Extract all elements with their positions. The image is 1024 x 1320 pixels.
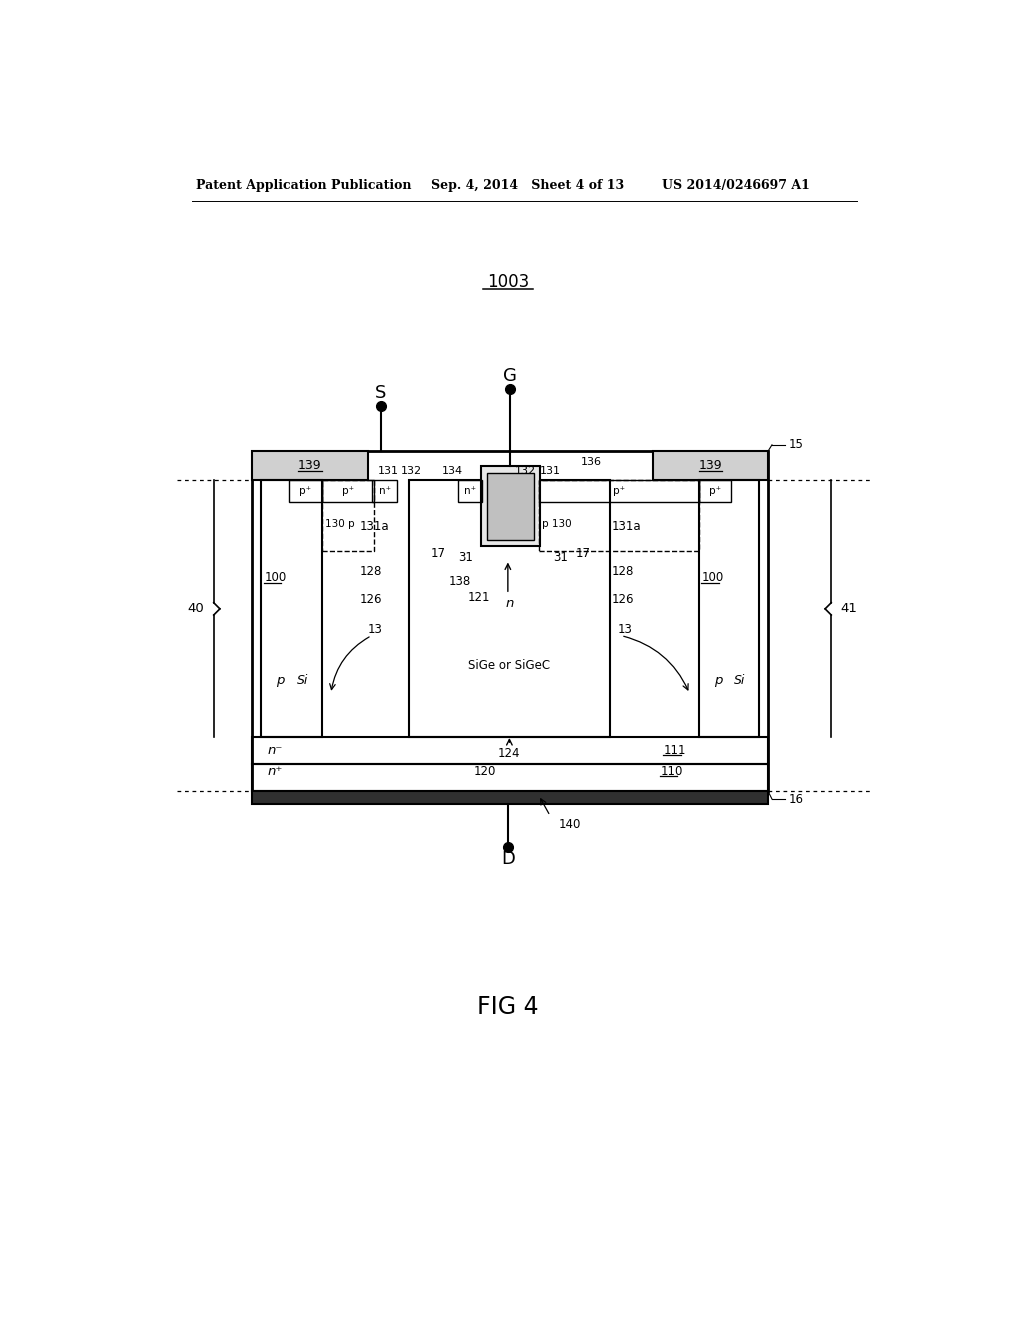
Text: S: S	[375, 384, 386, 403]
Text: n⁺: n⁺	[464, 486, 476, 496]
Text: 121: 121	[467, 591, 489, 603]
Text: 140: 140	[558, 818, 581, 832]
Text: p⁺: p⁺	[342, 486, 353, 496]
Text: 16: 16	[788, 792, 804, 805]
Text: 126: 126	[360, 593, 383, 606]
Text: n⁺: n⁺	[267, 764, 283, 777]
Text: 1003: 1003	[486, 273, 529, 290]
Polygon shape	[652, 451, 768, 480]
Text: n⁻: n⁻	[267, 744, 283, 758]
Text: 31: 31	[553, 550, 567, 564]
Bar	[487, 473, 535, 540]
Text: 120: 120	[473, 764, 496, 777]
Bar	[481, 466, 541, 545]
Text: Sep. 4, 2014   Sheet 4 of 13: Sep. 4, 2014 Sheet 4 of 13	[431, 178, 624, 191]
Text: G: G	[503, 367, 517, 385]
Text: p⁺: p⁺	[612, 486, 625, 496]
Text: 128: 128	[360, 565, 382, 578]
Bar	[410, 480, 609, 738]
Text: 124: 124	[498, 747, 520, 760]
Text: 100: 100	[264, 572, 287, 585]
Text: US 2014/0246697 A1: US 2014/0246697 A1	[662, 178, 810, 191]
Bar	[458, 480, 482, 502]
Text: 138: 138	[449, 576, 470, 589]
Text: 110: 110	[660, 764, 683, 777]
Text: n: n	[505, 597, 514, 610]
Text: 31: 31	[458, 550, 473, 564]
Text: 131: 131	[540, 466, 561, 477]
Text: p⁺: p⁺	[709, 486, 721, 496]
Text: 17: 17	[431, 546, 446, 560]
Text: p⁺: p⁺	[299, 486, 311, 496]
Text: 128: 128	[611, 565, 634, 578]
Bar	[698, 480, 759, 738]
Text: 15: 15	[788, 438, 804, 451]
Text: 131: 131	[378, 466, 399, 477]
Text: 130 p: 130 p	[325, 519, 354, 529]
Text: 100: 100	[701, 572, 724, 585]
Text: p: p	[714, 675, 722, 688]
Bar	[698, 480, 731, 502]
Text: Patent Application Publication: Patent Application Publication	[196, 178, 412, 191]
Bar	[252, 738, 768, 763]
Text: 40: 40	[187, 602, 205, 615]
Bar	[289, 480, 322, 502]
Text: 139: 139	[698, 459, 722, 473]
Bar	[252, 792, 768, 804]
Text: 111: 111	[665, 744, 687, 758]
Text: 134: 134	[442, 466, 463, 477]
Text: n⁺: n⁺	[379, 486, 391, 496]
Text: 132: 132	[515, 466, 537, 477]
Text: SiGe or SiGeC: SiGe or SiGeC	[468, 659, 551, 672]
Bar	[252, 763, 768, 792]
Bar	[322, 480, 374, 502]
Text: 126: 126	[611, 593, 634, 606]
Polygon shape	[252, 451, 368, 480]
Text: FIG 4: FIG 4	[477, 995, 539, 1019]
Text: 131a: 131a	[360, 520, 390, 533]
Text: 131a: 131a	[611, 520, 641, 533]
Text: p: p	[276, 675, 285, 688]
Bar	[322, 480, 374, 552]
Text: 17: 17	[575, 546, 591, 560]
Text: 139: 139	[298, 459, 322, 473]
Text: Si: Si	[297, 675, 308, 688]
Text: p 130: p 130	[542, 519, 571, 529]
Bar	[539, 480, 698, 552]
Text: D: D	[501, 850, 515, 869]
Text: 41: 41	[841, 602, 857, 615]
Bar	[261, 480, 322, 738]
Text: 13: 13	[368, 623, 383, 636]
Bar	[539, 480, 698, 502]
Text: 13: 13	[617, 623, 632, 636]
Text: 136: 136	[581, 457, 601, 467]
Bar	[373, 480, 397, 502]
Text: Si: Si	[734, 675, 745, 688]
Text: 132: 132	[401, 466, 422, 477]
